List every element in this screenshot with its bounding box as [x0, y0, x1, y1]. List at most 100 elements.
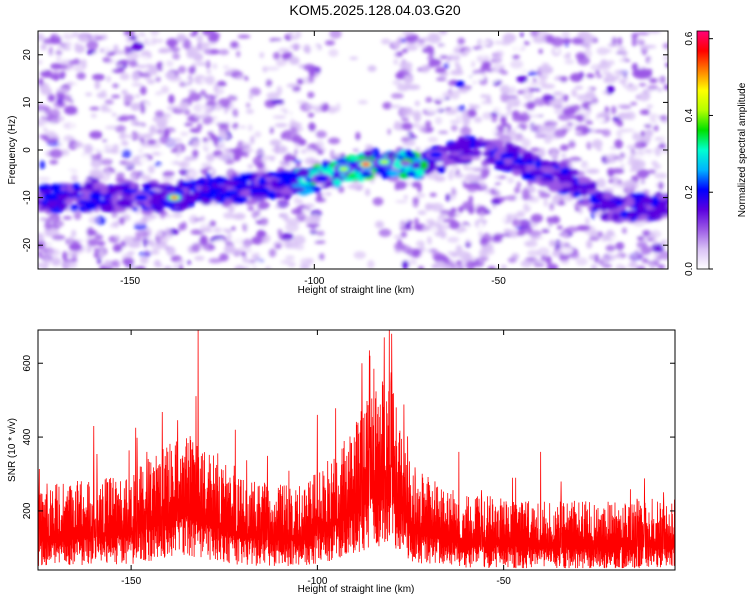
spectrogram-cell	[87, 238, 98, 247]
spectrogram-cell	[514, 186, 521, 194]
spectrogram-cell	[251, 236, 263, 245]
spectrogram-cell	[251, 210, 259, 219]
spectrogram-cell	[532, 77, 537, 83]
spectrogram-cell	[614, 185, 619, 192]
spectrogram-cell	[613, 254, 623, 259]
spectrogram-cell	[113, 44, 119, 52]
spectrogram-cell	[136, 34, 145, 43]
spectrogram-cell	[431, 251, 442, 259]
spectrogram-cell	[56, 87, 70, 93]
spectrogram-cell	[391, 262, 400, 269]
spectrogram-cell	[76, 72, 86, 80]
colorbar: 0.0 0.2 0.4 0.6 Normalized spectral amplitu…	[684, 30, 748, 276]
spectrogram-cell	[152, 38, 164, 43]
spectrogram-cell	[658, 143, 666, 149]
spectrogram-cell	[621, 128, 635, 132]
spectrogram-cell	[232, 108, 239, 118]
spectrogram-cell	[114, 235, 120, 240]
spectrogram-cell	[577, 31, 592, 40]
spectrogram-cell	[378, 228, 392, 237]
spectrogram-cell	[236, 75, 245, 80]
spectrogram-cell	[639, 109, 652, 115]
spectrogram-cell	[297, 199, 303, 204]
spectrogram-ridge-cell	[354, 171, 362, 180]
spectrogram-ridge-cell	[540, 176, 554, 183]
spectrogram-cell	[501, 249, 506, 255]
spectrogram-cell	[40, 43, 47, 51]
spectrogram-cell	[173, 263, 179, 269]
spectrogram-cell	[393, 59, 399, 65]
spectrogram-cell	[132, 263, 138, 267]
spectrogram-cell	[178, 223, 183, 232]
spectrogram-cell	[78, 59, 84, 66]
snr-x-ticks: -150 -100 -50	[121, 330, 511, 587]
spectrogram-cell	[410, 263, 416, 269]
spectrogram-cell	[482, 61, 491, 69]
spectrogram-cell	[180, 131, 189, 137]
spectrogram-cell	[511, 219, 520, 226]
spectrogram-cell	[374, 220, 385, 229]
spectrogram-hotspot	[315, 175, 329, 182]
spectrogram-cell	[640, 179, 646, 185]
spectrogram-cell	[99, 172, 111, 182]
spectrogram-ridge-cell	[584, 182, 597, 191]
spectrogram-cell	[546, 263, 559, 269]
spectrogram-cell	[309, 214, 321, 225]
spectrogram-cell	[207, 170, 215, 174]
spectrogram-cell	[643, 149, 654, 154]
spectrogram-cell	[70, 121, 75, 130]
spectrogram-cell	[44, 219, 52, 230]
spectrogram-cell	[159, 134, 169, 144]
spectrogram-cell	[65, 31, 77, 35]
spectrogram-cell	[620, 266, 627, 269]
spectrogram-cell	[332, 84, 339, 88]
spectrogram-cell	[61, 47, 72, 51]
spectrogram-cell	[201, 162, 212, 168]
spectrogram-cell	[615, 241, 625, 251]
spectrogram-cell	[275, 243, 282, 250]
spectrogram-cell	[119, 72, 130, 81]
spectrogram-cell	[463, 183, 476, 189]
spectrogram-cell	[393, 130, 401, 138]
spectrogram-cell	[645, 129, 654, 138]
spectrogram-cell	[406, 44, 419, 51]
spectrogram-cell	[597, 231, 603, 237]
spectrogram-xlabel: Height of straight line (km)	[298, 285, 415, 296]
spectrogram-cell	[466, 89, 478, 99]
spectrogram-cell	[409, 94, 414, 101]
spectrogram-cell	[196, 123, 203, 130]
spectrogram-cell	[393, 234, 403, 240]
spectrogram-cell	[576, 225, 591, 231]
spectrogram-cell	[85, 243, 92, 253]
spectrogram-cell	[642, 230, 651, 237]
spectrogram-cell	[394, 180, 407, 190]
spectrogram-cell	[217, 87, 225, 95]
spectrogram-cell	[275, 59, 288, 67]
spectrogram-cell	[273, 51, 281, 60]
spectrogram-cell	[117, 69, 122, 73]
spectrogram-cell	[647, 238, 654, 242]
spectrogram-cell	[471, 73, 485, 81]
spectrogram-cell	[161, 171, 175, 177]
spectrogram-cell	[205, 75, 215, 85]
spectrogram-cell	[434, 261, 446, 269]
spectrogram-cell	[94, 80, 101, 90]
spectrogram-cell	[44, 130, 56, 137]
spectrogram-cell	[447, 80, 457, 87]
spectrogram-cell	[216, 80, 227, 87]
spectrogram-cell	[389, 104, 402, 109]
spectrogram-cell	[399, 61, 413, 70]
spectrogram-ridge-cell	[494, 160, 506, 166]
spectrogram-cell	[63, 42, 72, 47]
spectrogram-cell	[434, 95, 446, 101]
spectrogram-cell	[213, 227, 222, 233]
spectrogram-cell	[244, 75, 249, 81]
spectrogram-cell	[357, 100, 368, 105]
spectrogram-cell	[563, 94, 569, 102]
spectrogram-ridge-cell	[611, 212, 620, 222]
spectrogram-cell	[390, 93, 404, 99]
spectrogram-cell	[80, 154, 92, 164]
spectrogram-cell	[265, 78, 273, 88]
spectrogram-cell	[600, 112, 611, 117]
spectrogram-cell	[439, 213, 447, 219]
